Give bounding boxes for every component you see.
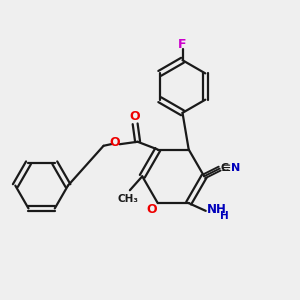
Text: F: F bbox=[178, 38, 187, 51]
Text: O: O bbox=[110, 136, 120, 149]
Text: NH: NH bbox=[207, 203, 226, 216]
Text: O: O bbox=[147, 203, 158, 216]
Text: H: H bbox=[220, 212, 229, 221]
Text: ≡: ≡ bbox=[220, 162, 231, 175]
Text: O: O bbox=[129, 110, 140, 124]
Text: C: C bbox=[221, 163, 229, 173]
Text: CH₃: CH₃ bbox=[118, 194, 139, 204]
Text: N: N bbox=[231, 163, 241, 173]
